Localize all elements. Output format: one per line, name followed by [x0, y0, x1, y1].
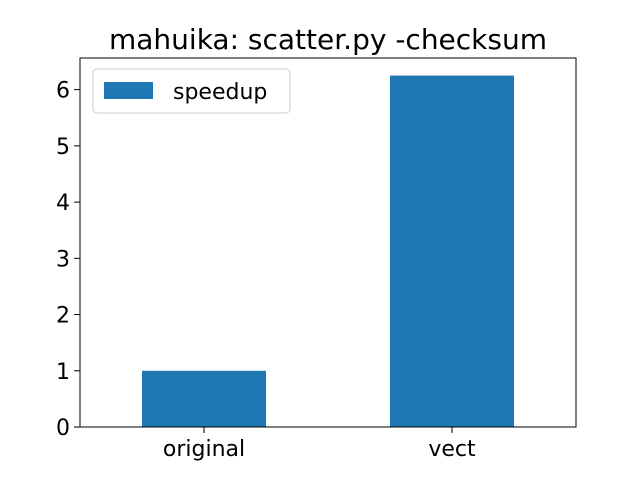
bar-original: [142, 370, 266, 427]
bars-layer: [142, 75, 514, 428]
plot-frame: [79, 57, 577, 428]
y-tick-label-2: 2: [56, 304, 70, 329]
legend-swatch-speedup: [104, 82, 153, 99]
y-tick-label-1: 1: [56, 360, 70, 385]
legend-label-speedup: speedup: [173, 80, 267, 105]
legend-frame: [92, 68, 291, 114]
y-tick-label-0: 0: [56, 416, 70, 441]
x-tick-label-original: original: [163, 437, 245, 462]
y-tick-label-3: 3: [56, 247, 70, 272]
bar-vect: [390, 75, 514, 428]
axes-layer: original vect 0 1 2 3 4 5 6: [56, 57, 577, 462]
chart-title: mahuika: scatter.py -checksum: [109, 23, 547, 56]
x-tick-label-vect: vect: [428, 437, 476, 462]
y-tick-label-5: 5: [56, 135, 70, 160]
y-tick-label-6: 6: [56, 79, 70, 104]
legend: speedup: [92, 68, 291, 114]
y-tick-label-4: 4: [56, 191, 70, 216]
